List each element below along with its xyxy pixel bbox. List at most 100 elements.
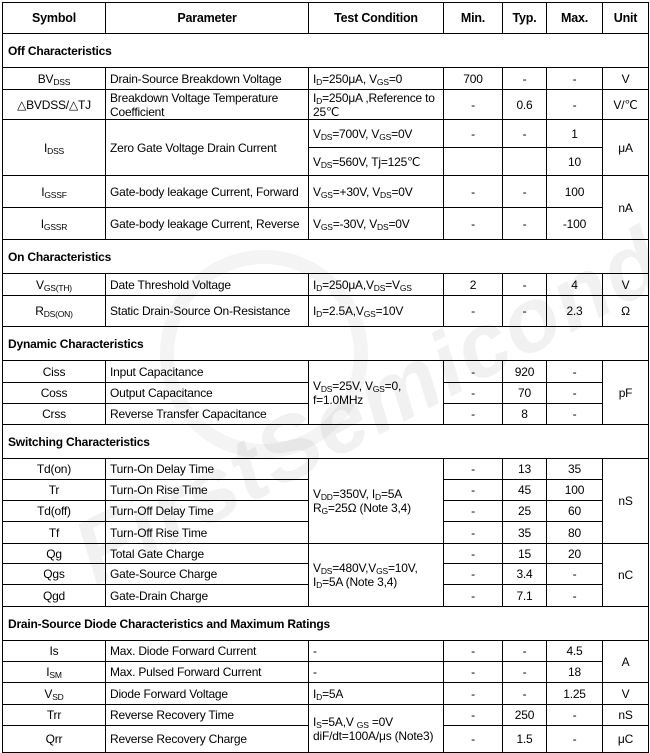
test-condition-cell: ID=250μA ,Reference to 25℃ — [308, 89, 444, 120]
parameter-cell: Reverse Recovery Charge — [105, 725, 309, 753]
typ-cell — [502, 147, 547, 176]
max-cell: - — [546, 584, 603, 607]
test-condition-cell: VDD=350V, ID=5A RG=25Ω (Note 3,4) — [308, 458, 444, 544]
min-cell — [443, 147, 503, 176]
typ-cell: - — [502, 119, 547, 148]
symbol-cell: Crss — [2, 403, 106, 425]
symbol-cell: IGSSF — [2, 175, 106, 208]
symbol-cell: IGSSR — [2, 207, 106, 240]
min-cell: - — [443, 119, 503, 148]
unit-cell: nS — [602, 704, 649, 726]
max-cell: 80 — [546, 521, 603, 544]
symbol-cell: Td(off) — [2, 500, 106, 522]
table-row: Qgd Gate-Drain Charge -7.1- — [2, 584, 649, 607]
header-row: Symbol Parameter Test Condition Min. Typ… — [2, 2, 649, 34]
test-condition-cell: - — [308, 640, 444, 662]
max-cell: - — [546, 382, 603, 404]
symbol-cell: ISM — [2, 661, 106, 683]
max-cell: 1.25 — [546, 682, 603, 705]
header-test-condition: Test Condition — [308, 2, 444, 34]
max-cell: - — [546, 563, 603, 585]
typ-cell: 250 — [502, 704, 547, 726]
min-cell: - — [443, 382, 503, 404]
symbol-cell: Tr — [2, 479, 106, 501]
parameter-cell: Turn-On Rise Time — [105, 479, 309, 501]
typ-cell: 8 — [502, 403, 547, 425]
table-row: Qgs Gate-Source Charge -3.4- — [2, 563, 649, 585]
typ-cell: - — [502, 175, 547, 208]
min-cell: - — [443, 500, 503, 522]
min-cell: - — [443, 207, 503, 240]
max-cell: - — [546, 67, 603, 90]
typ-cell: 13 — [502, 458, 547, 480]
parameter-cell: Turn-Off Rise Time — [105, 521, 309, 544]
parameter-cell: Static Drain-Source On-Resistance — [105, 295, 309, 327]
max-cell: - — [546, 403, 603, 425]
max-cell: - — [546, 704, 603, 726]
typ-cell: 45 — [502, 479, 547, 501]
table-row: IGSSR Gate-body leakage Current, Reverse V… — [2, 207, 649, 240]
typ-cell: 15 — [502, 543, 547, 564]
min-cell: - — [443, 89, 503, 120]
parameter-cell: Reverse Recovery Time — [105, 704, 309, 726]
symbol-cell: Tf — [2, 521, 106, 544]
max-cell: 10 — [546, 147, 603, 176]
min-cell: - — [443, 295, 503, 327]
header-symbol: Symbol — [2, 2, 106, 34]
min-cell: - — [443, 521, 503, 544]
header-max: Max. — [546, 2, 603, 34]
max-cell: 100 — [546, 479, 603, 501]
parameter-cell: Date Threshold Voltage — [105, 273, 309, 296]
max-cell: 35 — [546, 458, 603, 480]
symbol-cell: VSD — [2, 682, 106, 705]
symbol-cell: BVDSS — [2, 67, 106, 90]
section-title: Dynamic Characteristics — [2, 326, 649, 361]
section-title: Drain-Source Diode Characteristics and M… — [2, 606, 649, 641]
unit-cell: V/℃ — [602, 89, 649, 120]
symbol-cell: Qg — [2, 543, 106, 564]
min-cell: - — [443, 175, 503, 208]
parameter-cell: Max. Pulsed Forward Current — [105, 661, 309, 683]
min-cell: - — [443, 661, 503, 683]
max-cell: 100 — [546, 175, 603, 208]
parameter-cell: Drain-Source Breakdown Voltage — [105, 67, 309, 90]
test-condition-cell: - — [308, 661, 444, 683]
table-row: Is Max. Diode Forward Current - - -4.5 A — [2, 640, 649, 683]
table-row: Qg Total Gate Charge VDS=480V,VGS=10V, ID=… — [2, 543, 649, 607]
min-cell: - — [443, 479, 503, 501]
symbol-cell: △BVDSS/△TJ — [2, 89, 106, 120]
parameter-cell: Diode Forward Voltage — [105, 682, 309, 705]
section-row: On Characteristics — [2, 239, 649, 274]
table-row: RDS(ON) Static Drain-Source On-Resistance… — [2, 295, 649, 327]
unit-cell: V — [602, 682, 649, 705]
table-row: VGS(TH) Date Threshold Voltage ID=250μA,VD… — [2, 273, 649, 296]
table-row: IDSS Zero Gate Voltage Drain Current VDS=7… — [2, 119, 649, 176]
max-cell: 1 — [546, 119, 603, 148]
min-cell: - — [443, 360, 503, 383]
test-condition-cell: ID=5A — [308, 682, 444, 705]
section-title: Off Characteristics — [2, 33, 649, 68]
symbol-cell: Qrr — [2, 725, 106, 753]
typ-cell: 1.5 — [502, 725, 547, 753]
test-condition-cell: VDS=560V, Tj=125℃ — [308, 147, 444, 176]
max-cell: - — [546, 89, 603, 120]
min-cell: 700 — [443, 67, 503, 90]
max-cell: - — [546, 725, 603, 753]
unit-cell: A — [602, 640, 649, 683]
min-cell: - — [443, 725, 503, 753]
unit-cell: nC — [602, 543, 649, 607]
unit-cell: μC — [602, 725, 649, 753]
symbol-cell: RDS(ON) — [2, 295, 106, 327]
unit-cell: pF — [602, 360, 649, 425]
symbol-cell: VGS(TH) — [2, 273, 106, 296]
symbol-cell: Qgs — [2, 563, 106, 585]
max-cell: 20 — [546, 543, 603, 564]
typ-cell: 35 — [502, 521, 547, 544]
min-cell: - — [443, 403, 503, 425]
min-cell: - — [443, 543, 503, 564]
typ-cell: 70 — [502, 382, 547, 404]
section-title: Switching Characteristics — [2, 424, 649, 459]
table-row: Ciss Input Capacitance VDS=25V, VGS=0, f=1… — [2, 360, 649, 425]
symbol-cell: IDSS — [2, 119, 106, 176]
table-row: Td(on) Turn-On Delay Time VDD=350V, ID=5A … — [2, 458, 649, 544]
